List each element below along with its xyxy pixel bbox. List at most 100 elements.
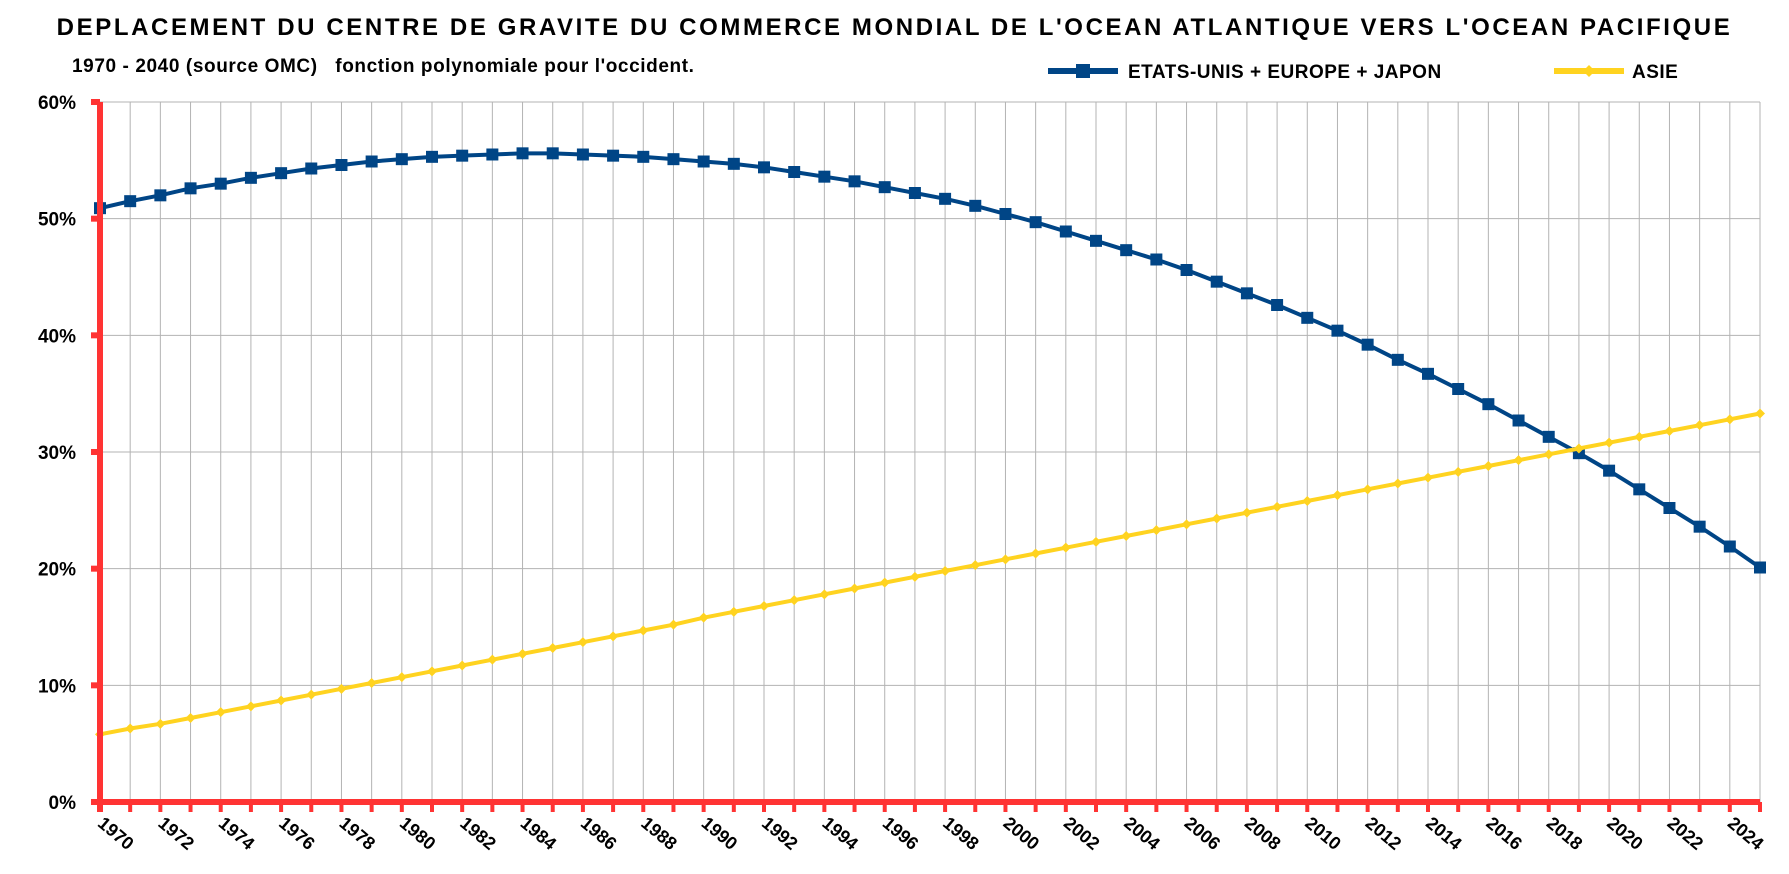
data-point [1543,449,1554,460]
data-point [306,689,317,700]
data-point [336,683,347,694]
data-point [395,153,408,166]
x-tick-label: 2006 [1181,813,1225,854]
data-point [1512,414,1525,427]
data-point [154,189,167,202]
data-point [1391,353,1404,366]
y-tick-label: 10% [38,676,76,697]
data-point [697,155,710,168]
data-point [1604,437,1615,448]
data-point [1090,234,1102,247]
x-tick-label: 1990 [698,813,742,854]
data-point [849,583,860,594]
x-tick-label: 1988 [637,813,681,854]
y-tick-label: 0% [49,793,77,814]
data-point [940,566,951,576]
data-point [1573,443,1584,454]
data-point [1240,287,1253,300]
data-point [487,654,498,665]
data-point [1694,420,1705,431]
data-point [789,595,800,606]
data-point [1483,461,1494,471]
data-point [1151,525,1162,536]
data-point [637,150,650,163]
data-point [1452,383,1465,395]
data-point [1693,520,1706,533]
data-point [909,571,920,582]
data-point [1091,536,1101,547]
data-point [1633,483,1646,496]
data-point [244,171,257,184]
data-point [608,631,619,642]
data-point [396,672,407,683]
data-point [819,589,830,600]
data-point [1060,542,1071,553]
data-point [1301,311,1314,324]
data-point [638,625,649,636]
x-tick-label: 1996 [879,813,923,854]
data-point [1331,324,1344,337]
series-layer [94,147,1766,740]
x-tick-label: 2024 [1724,813,1768,854]
data-point [1181,519,1192,530]
data-point [124,195,137,208]
x-tick-label: 1986 [577,813,621,854]
series-line [99,151,1762,570]
y-tick-label: 40% [38,326,76,347]
legend-marker [1076,64,1090,78]
data-point [1663,502,1676,514]
data-point [1482,398,1495,411]
x-tick-label: 2008 [1241,813,1285,854]
data-point [1754,561,1766,574]
data-point [427,666,437,677]
data-point [456,149,469,162]
data-point [486,148,499,161]
chart-title: DEPLACEMENT DU CENTRE DE GRAVITE DU COMM… [56,14,1733,41]
x-tick-label: 2012 [1362,813,1406,854]
x-tick-label: 1980 [396,813,440,854]
data-point [1362,484,1373,495]
data-point [879,577,890,588]
data-point [1120,244,1133,257]
legend: ETATS-UNIS + EUROPE + JAPON ASIE [1048,62,1678,83]
x-tick-label: 1974 [215,813,259,854]
x-tick-label: 2002 [1060,813,1104,854]
x-tick-label: 1976 [275,813,319,854]
data-point [758,161,770,174]
grid-lines [99,101,1761,803]
series-1 [94,147,1766,574]
legend-marker [1583,65,1595,77]
y-tick-label: 30% [38,443,76,464]
data-point [939,192,952,205]
chart-subtitle: 1970 - 2040 (source OMC) fonction polyno… [72,56,695,77]
x-tick-label: 2020 [1603,813,1647,854]
data-point [1121,531,1132,541]
x-tick-label: 2004 [1120,813,1164,854]
data-point [1423,472,1433,483]
data-point [667,153,680,166]
data-point [878,181,891,194]
data-point [547,643,558,653]
data-point [125,723,136,734]
data-point [366,678,377,688]
x-tick-label: 2022 [1664,813,1708,854]
data-point [245,701,256,712]
x-tick-label: 1978 [336,813,380,854]
x-axis-ticks: 1970 1972 1974 1976 1978 1980 1982 1984 1986 1988… [94,813,1767,854]
data-point [668,619,679,630]
y-tick-label: 20% [38,560,76,581]
data-point [1755,408,1765,419]
data-point [185,713,196,723]
data-point [305,162,318,175]
data-point [1241,507,1252,518]
legend-label: ASIE [1632,62,1678,83]
data-point [1150,253,1163,266]
data-point [516,147,529,160]
x-tick-label: 1998 [939,813,983,854]
data-point [698,612,709,623]
series-line [99,411,1761,737]
data-point [365,155,378,168]
data-point [999,208,1012,220]
data-point [818,170,831,183]
data-point [1210,275,1223,288]
